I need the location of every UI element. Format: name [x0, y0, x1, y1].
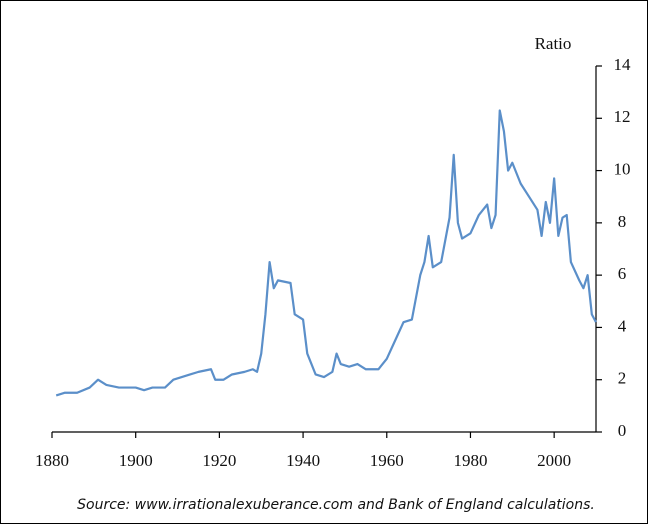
y-tick-label: 14	[614, 55, 632, 74]
y-tick-label: 6	[618, 264, 627, 283]
y-tick-label: 0	[618, 421, 627, 440]
x-tick-label: 1920	[202, 451, 236, 470]
y-tick-label: 10	[614, 159, 631, 178]
x-tick-label: 1900	[119, 451, 153, 470]
y-tick-label: 2	[618, 369, 627, 388]
y-tick-label: 4	[618, 316, 627, 335]
y-axis-label: Ratio	[535, 34, 572, 53]
source: Source: www.irrationalexuberance.com and…	[77, 497, 595, 513]
x-tick-label: 1940	[286, 451, 320, 470]
x-tick-label: 1960	[370, 451, 404, 470]
x-tick-label: 2000	[537, 451, 571, 470]
y-tick-label: 8	[618, 212, 627, 231]
y-tick-label: 12	[614, 107, 631, 126]
x-tick-label: 1980	[453, 451, 487, 470]
line	[55, 109, 597, 397]
x-tick-label: 1880	[35, 451, 69, 470]
